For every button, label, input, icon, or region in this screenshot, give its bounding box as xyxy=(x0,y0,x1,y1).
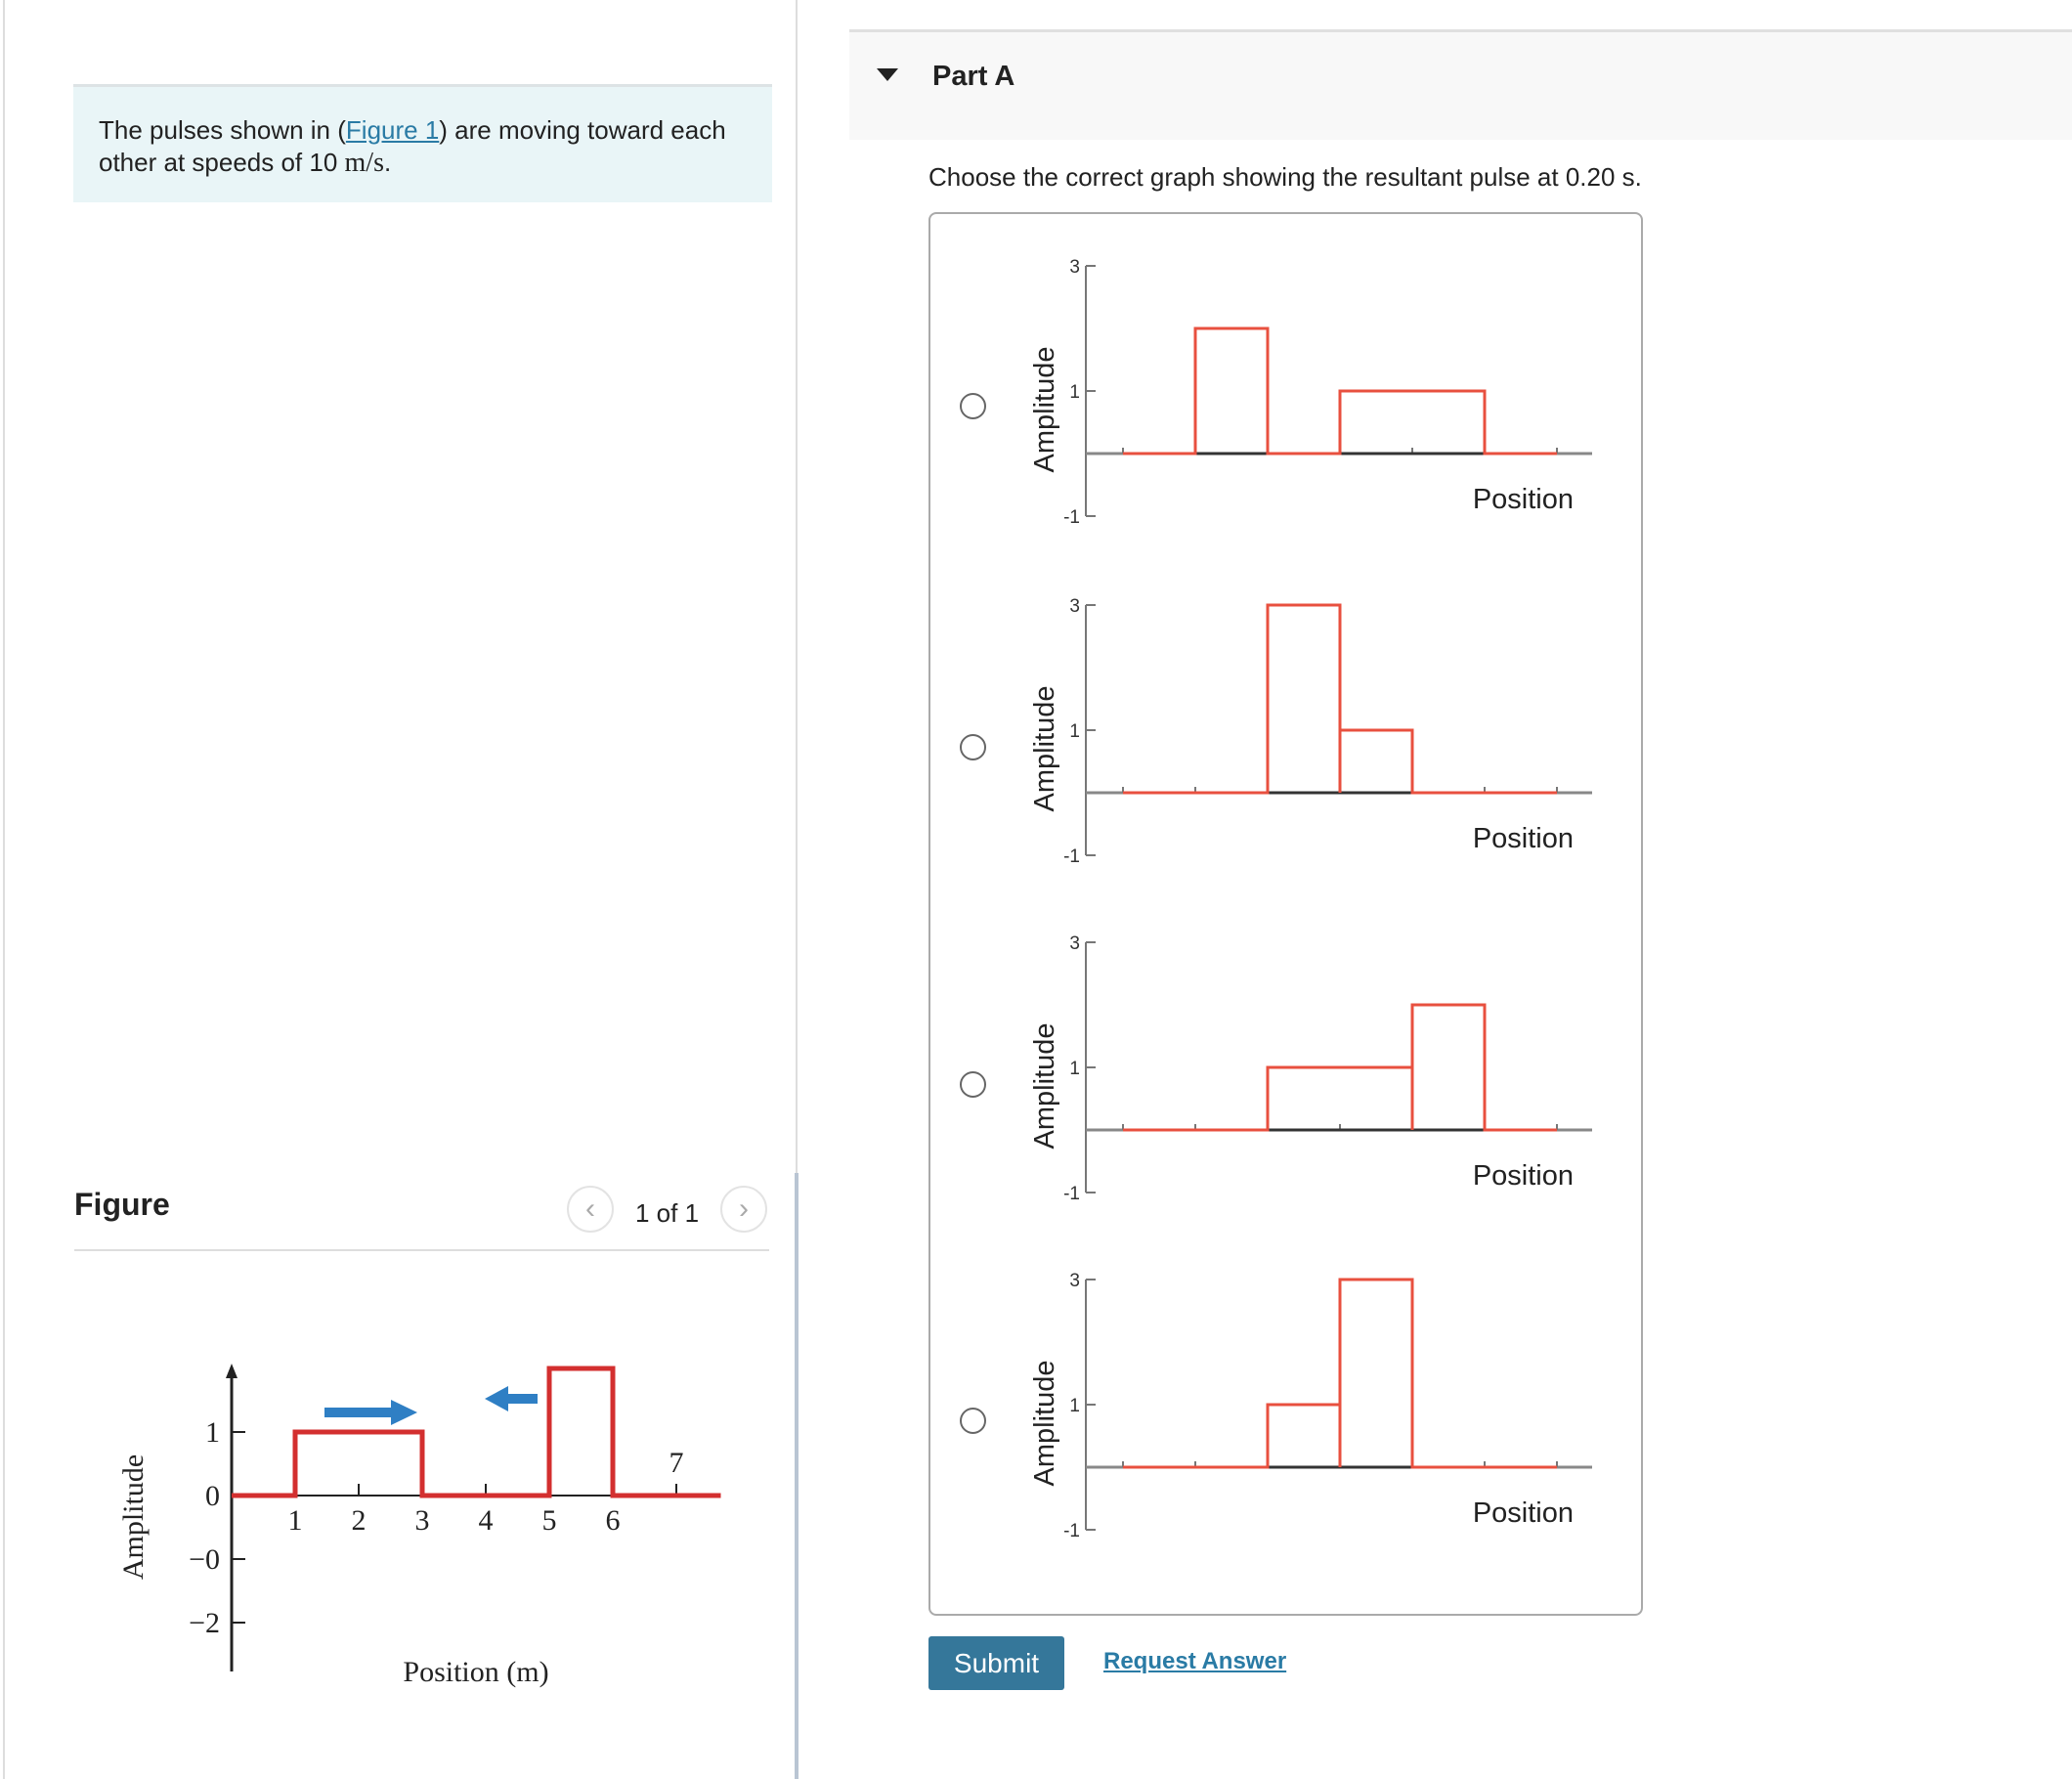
speed-unit: m/s xyxy=(344,148,384,178)
figure-title: Figure xyxy=(74,1187,170,1222)
option-radio-3[interactable] xyxy=(960,1071,986,1098)
prev-figure-button[interactable]: ‹ xyxy=(567,1186,614,1233)
x-tick-label: 2 xyxy=(352,1504,367,1537)
x-tick-label: 1 xyxy=(288,1504,303,1537)
right-arrow-shaft xyxy=(324,1408,393,1417)
y-tick-label: 1 xyxy=(205,1416,220,1449)
answer-options xyxy=(928,212,1643,1616)
question-text: Choose the correct graph showing the res… xyxy=(928,162,1642,192)
next-figure-button[interactable]: › xyxy=(720,1186,767,1233)
intro-text: The pulses shown in ( xyxy=(99,115,346,145)
x-tick-label: 7 xyxy=(669,1447,684,1479)
chevron-right-icon: › xyxy=(739,1193,749,1225)
problem-intro: The pulses shown in (Figure 1) are movin… xyxy=(73,84,772,202)
collapse-triangle-icon[interactable] xyxy=(877,68,898,81)
request-answer-link[interactable]: Request Answer xyxy=(1103,1648,1287,1674)
panel-divider xyxy=(796,0,798,1173)
right-arrow-icon xyxy=(391,1400,417,1425)
x-tick-label: 5 xyxy=(542,1504,557,1537)
option-radio-4[interactable] xyxy=(960,1408,986,1434)
x-tick-label: 6 xyxy=(606,1504,621,1537)
panel-resize-handle[interactable] xyxy=(795,1173,799,1779)
y-tick-label: −2 xyxy=(189,1607,220,1639)
left-border xyxy=(3,0,5,1779)
x-tick-label: 4 xyxy=(479,1504,494,1537)
part-a-header[interactable] xyxy=(849,29,2072,140)
x-axis-label: Position (m) xyxy=(403,1656,548,1688)
left-arrow-shaft xyxy=(506,1394,538,1404)
y-axis-arrow-icon xyxy=(226,1364,237,1378)
intro-end: . xyxy=(383,148,392,177)
left-arrow-icon xyxy=(485,1386,508,1411)
option-radio-2[interactable] xyxy=(960,734,986,760)
y-tick-label: 0 xyxy=(205,1480,220,1512)
x-tick-label: 3 xyxy=(415,1504,430,1537)
pulse-line xyxy=(232,1366,721,1498)
intro-text-2: ) are moving toward each other at speeds… xyxy=(99,115,726,177)
figure-divider xyxy=(74,1249,769,1251)
figure-counter: 1 of 1 xyxy=(635,1198,700,1228)
y-tick-label: −0 xyxy=(189,1543,220,1576)
chevron-left-icon: ‹ xyxy=(585,1193,595,1225)
y-axis-label: Amplitude xyxy=(117,1454,150,1580)
figure-link[interactable]: Figure 1 xyxy=(345,115,440,145)
part-a-title: Part A xyxy=(932,61,1015,92)
submit-button[interactable]: Submit xyxy=(928,1636,1064,1690)
option-radio-1[interactable] xyxy=(960,393,986,419)
